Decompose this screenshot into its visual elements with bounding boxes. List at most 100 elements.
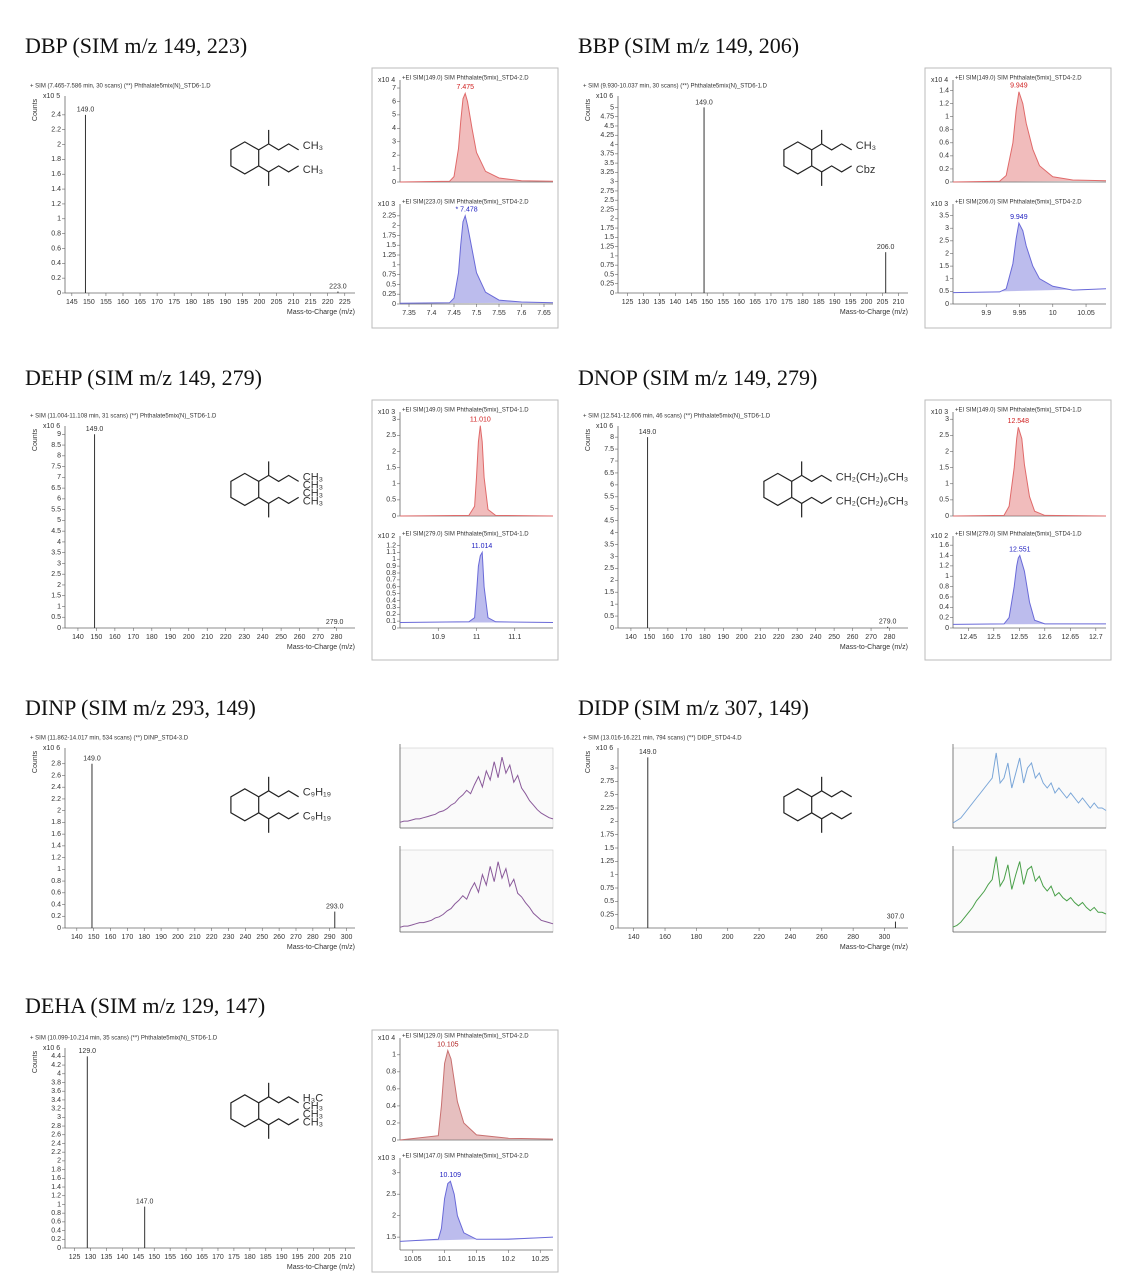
y-tick-label: 0.8 bbox=[939, 583, 949, 590]
x-tick-label: 190 bbox=[276, 1254, 288, 1261]
y-tick-label: 0.7 bbox=[386, 577, 396, 584]
peak-label: 293.0 bbox=[326, 903, 344, 910]
x-tick-label: 160 bbox=[180, 1254, 192, 1261]
x-tick-label: 280 bbox=[884, 634, 896, 641]
y-tick-label: 0.6 bbox=[51, 245, 61, 252]
y-tick-label: 0 bbox=[610, 290, 614, 297]
peak-label: 279.0 bbox=[879, 619, 897, 626]
ester-arm bbox=[258, 790, 299, 798]
x-tick-label: 12.5 bbox=[987, 634, 1001, 641]
x-tick-label: 195 bbox=[237, 299, 249, 306]
x-tick-label: 195 bbox=[845, 299, 857, 306]
y-tick-label: 0.25 bbox=[382, 291, 396, 298]
y-tick-label: 4.75 bbox=[600, 114, 614, 121]
structure-label: CH₃ bbox=[303, 495, 323, 507]
x-tick-label: 160 bbox=[733, 299, 745, 306]
x-tick-label: 7.6 bbox=[517, 310, 527, 317]
x-tick-label: 260 bbox=[816, 934, 828, 941]
chromatogram-plot bbox=[952, 747, 1107, 829]
ester-arm bbox=[811, 790, 852, 798]
y-tick-label: 1.6 bbox=[939, 542, 949, 549]
structure-label: CH₃ bbox=[856, 140, 876, 152]
ester-arm bbox=[258, 165, 299, 173]
y-tick-label: 2 bbox=[610, 216, 614, 223]
chromatogram-title: +EI SIM(279.0) SIM Phthalate(5mix)_STD4-… bbox=[955, 532, 1082, 538]
x-tick-label: 11 bbox=[473, 634, 480, 641]
y-tick-label: 3.5 bbox=[604, 160, 614, 167]
y-tick-label: 1.75 bbox=[600, 832, 614, 839]
x-axis-label: Mass-to-Charge (m/z) bbox=[287, 944, 355, 951]
peak-label: 11.010 bbox=[470, 417, 491, 424]
y-tick-label: 0.5 bbox=[604, 613, 614, 620]
y-tick-label: 9 bbox=[57, 431, 61, 438]
x-tick-label: 210 bbox=[340, 1254, 352, 1261]
y-tick-label: 2.2 bbox=[51, 1149, 61, 1156]
benzene-ring bbox=[230, 788, 260, 822]
x-tick-label: 135 bbox=[101, 1254, 113, 1261]
x-tick-label: 190 bbox=[155, 934, 167, 941]
y-tick-label: 7 bbox=[392, 85, 396, 92]
y-tick-label: 3 bbox=[945, 416, 949, 423]
ester-arm bbox=[258, 143, 299, 151]
x-tick-label: 12.65 bbox=[1062, 634, 1080, 641]
y-tick-label: 3 bbox=[945, 225, 949, 232]
chromatogram-trace bbox=[399, 861, 554, 928]
y-tick-label: 1 bbox=[945, 481, 949, 488]
y-axis-label: Counts bbox=[32, 750, 39, 773]
structure-label: CH₂(CH₂)₆CH₃ bbox=[836, 495, 908, 507]
x-tick-label: 280 bbox=[307, 934, 319, 941]
y-tick-label: 6.5 bbox=[51, 485, 61, 492]
y-tick-label: 1 bbox=[57, 1201, 61, 1208]
x-tick-label: 240 bbox=[257, 634, 269, 641]
x-tick-label: 7.5 bbox=[472, 310, 482, 317]
y-tick-label: 2.5 bbox=[604, 565, 614, 572]
x-tick-label: 260 bbox=[273, 934, 285, 941]
heading: DEHP (SIM m/z 149, 279) bbox=[25, 365, 262, 390]
x-tick-label: 160 bbox=[117, 299, 129, 306]
y-tick-label: 0.5 bbox=[386, 590, 396, 597]
y-tick-label: 0.2 bbox=[51, 913, 61, 920]
y-tick-label: 4.5 bbox=[604, 517, 614, 524]
x-tick-label: 180 bbox=[699, 634, 711, 641]
y-tick-label: 2.4 bbox=[51, 784, 61, 791]
y-tick-label: 2.5 bbox=[939, 432, 949, 439]
y-tick-label: 0.8 bbox=[51, 878, 61, 885]
spectrum-header: + SIM (7.465-7.586 min, 30 scans) (**) P… bbox=[30, 84, 211, 90]
x-tick-label: 12.6 bbox=[1038, 634, 1052, 641]
y-tick-label: 0 bbox=[945, 179, 949, 186]
y-tick-label: 2 bbox=[57, 141, 61, 148]
chromatogram-title: +EI SIM(149.0) SIM Phthalate(5mix)_STD4-… bbox=[955, 408, 1082, 414]
benzene-ring bbox=[230, 472, 260, 507]
y-tick-label: 1.5 bbox=[604, 845, 614, 852]
y-tick-label: 0.2 bbox=[939, 166, 949, 173]
peak-label: 149.0 bbox=[639, 749, 657, 756]
x-axis-label: Mass-to-Charge (m/z) bbox=[287, 309, 355, 316]
y-tick-label: 4.25 bbox=[600, 132, 614, 139]
structure-label: CH₂(CH₂)₆CH₃ bbox=[836, 471, 908, 483]
chromatogram-trace bbox=[399, 1048, 554, 1141]
y-tick-label: 1.5 bbox=[939, 464, 949, 471]
x-tick-label: 290 bbox=[324, 934, 336, 941]
y-tick-label: 3.25 bbox=[600, 169, 614, 176]
x-tick-label: 300 bbox=[341, 934, 353, 941]
x-tick-label: 240 bbox=[785, 934, 797, 941]
x-tick-label: 190 bbox=[220, 299, 232, 306]
scale-label: x10 4 bbox=[378, 77, 395, 84]
x-tick-label: 155 bbox=[164, 1254, 176, 1261]
y-tick-label: 0 bbox=[945, 513, 949, 520]
y-tick-label: 0.3 bbox=[386, 604, 396, 611]
x-axis-label: Mass-to-Charge (m/z) bbox=[840, 309, 908, 316]
x-tick-label: 205 bbox=[877, 299, 889, 306]
spectrum-header: + SIM (11.862-14.017 min, 534 scans) (**… bbox=[30, 736, 189, 742]
heading: DNOP (SIM m/z 149, 279) bbox=[578, 365, 817, 390]
ester-arm bbox=[258, 1118, 299, 1126]
x-tick-label: 140 bbox=[628, 934, 640, 941]
y-tick-label: 5 bbox=[610, 506, 614, 513]
x-tick-label: 160 bbox=[109, 634, 121, 641]
scale-label: x10 6 bbox=[596, 745, 613, 752]
y-tick-label: 8 bbox=[610, 434, 614, 441]
structure bbox=[763, 461, 832, 518]
x-tick-label: 150 bbox=[88, 934, 100, 941]
y-axis-label: Counts bbox=[585, 750, 592, 773]
y-tick-label: 1 bbox=[392, 556, 396, 563]
